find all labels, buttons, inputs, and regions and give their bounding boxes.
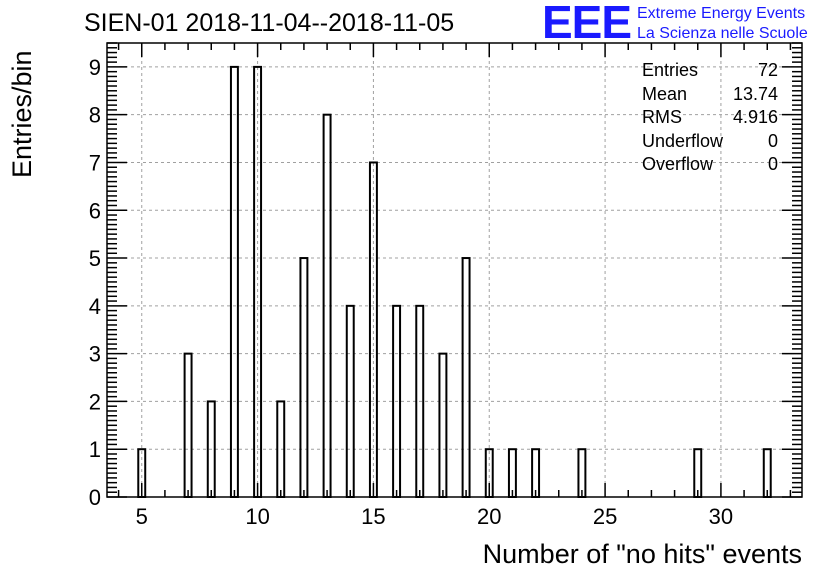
histogram-bar (762, 448, 772, 499)
y-axis-label: Entries/bin (7, 50, 37, 178)
grid-lines (107, 43, 802, 497)
histogram-bar (438, 352, 448, 499)
y-tick-label: 9 (89, 55, 101, 80)
stats-row-overflow: Overflow 0 (642, 153, 778, 177)
stats-row-entries: Entries 72 (642, 59, 778, 83)
x-tick-label: 30 (709, 504, 733, 529)
plot-frame (106, 42, 803, 498)
x-tick-label: 15 (361, 504, 385, 529)
x-tick-label: 10 (245, 504, 269, 529)
stats-label: Overflow (642, 154, 714, 174)
histogram-bar (253, 65, 263, 498)
eee-logo-letters: EEE (542, 0, 632, 48)
logo-line-1: Extreme Energy Events (637, 5, 806, 22)
x-tick-label: 25 (593, 504, 617, 529)
x-axis-label: Number of "no hits" events (483, 539, 802, 569)
x-tick-label: 20 (477, 504, 501, 529)
stats-label: RMS (642, 107, 682, 127)
histogram-bar (577, 448, 587, 499)
y-tick-label: 4 (89, 294, 101, 319)
y-tick-label: 8 (89, 103, 101, 128)
stats-row-underflow: Underflow 0 (642, 130, 778, 154)
histogram-bar (299, 257, 309, 499)
chart-title: SIEN-01 2018-11-04--2018-11-05 (84, 9, 455, 37)
stats-value: 13.74 (732, 83, 778, 104)
y-tick-label: 1 (89, 437, 101, 462)
histogram-bar (507, 448, 517, 499)
y-tick-label: 3 (89, 342, 101, 367)
stats-row-mean: Mean 13.74 (642, 83, 778, 107)
stats-value: 0 (767, 154, 778, 174)
histogram-bar (229, 65, 239, 498)
stats-value: 72 (757, 60, 778, 80)
logo-line-2: La Scienza nelle Scuole (637, 25, 808, 42)
stats-box: Entries 72 Mean 13.74 RMS 4.916 Underflo… (642, 59, 778, 177)
histogram-bar (461, 257, 471, 499)
y-tick-label: 7 (89, 150, 101, 175)
y-tick-label: 5 (89, 246, 101, 271)
stats-value: 4.916 (732, 107, 778, 127)
stats-label: Underflow (642, 130, 724, 151)
eee-logo: EEE Extreme Energy Events La Scienza nel… (542, 0, 832, 48)
y-tick-label: 2 (89, 389, 101, 414)
stats-value: 0 (767, 130, 778, 151)
y-tick-label: 6 (89, 198, 101, 223)
y-tick-label: 0 (89, 485, 101, 510)
stats-label: Mean (642, 83, 688, 104)
histogram-bar (693, 448, 703, 499)
stats-row-rms: RMS 4.916 (642, 106, 778, 130)
x-tick-label: 5 (136, 504, 148, 529)
axes: 5 10 15 20 25 30 0 1 2 3 4 5 6 7 8 9 (89, 42, 803, 529)
histogram-bar (531, 448, 541, 499)
histogram-bar (183, 352, 193, 499)
stats-label: Entries (642, 60, 699, 80)
